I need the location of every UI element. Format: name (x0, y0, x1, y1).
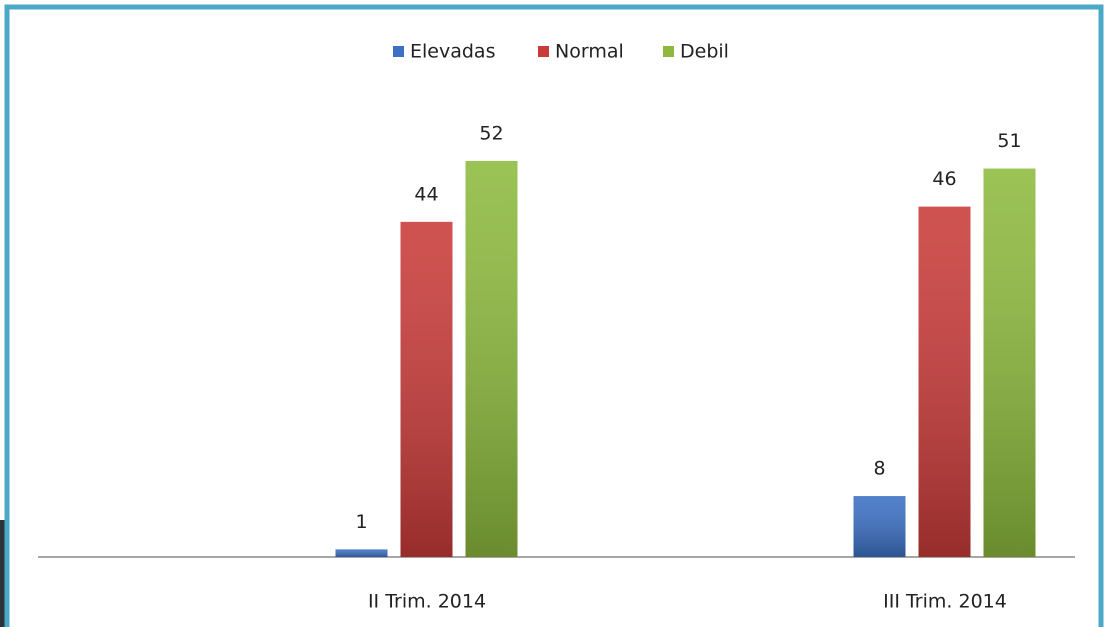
bar-shade (853, 496, 906, 557)
bar-shade (335, 549, 388, 557)
data-label: 8 (873, 458, 885, 480)
x-tick-label: III Trim. 2014 (883, 591, 1007, 613)
legend-label: Elevadas (410, 41, 495, 63)
legend-swatch (393, 46, 404, 57)
legend-swatch (538, 46, 549, 57)
bar-shade (918, 206, 971, 557)
data-label: 51 (997, 130, 1021, 152)
bar-shade (400, 221, 453, 557)
bar-shade (983, 168, 1036, 558)
x-tick-label: II Trim. 2014 (368, 591, 486, 613)
legend-swatch (663, 46, 674, 57)
legend-label: Normal (555, 41, 624, 63)
data-label: 52 (479, 122, 503, 144)
bar-shade (465, 160, 518, 557)
legend-label: Debil (680, 41, 729, 63)
data-label: 44 (414, 183, 438, 205)
data-label: 1 (355, 511, 367, 533)
data-label: 46 (932, 168, 956, 190)
